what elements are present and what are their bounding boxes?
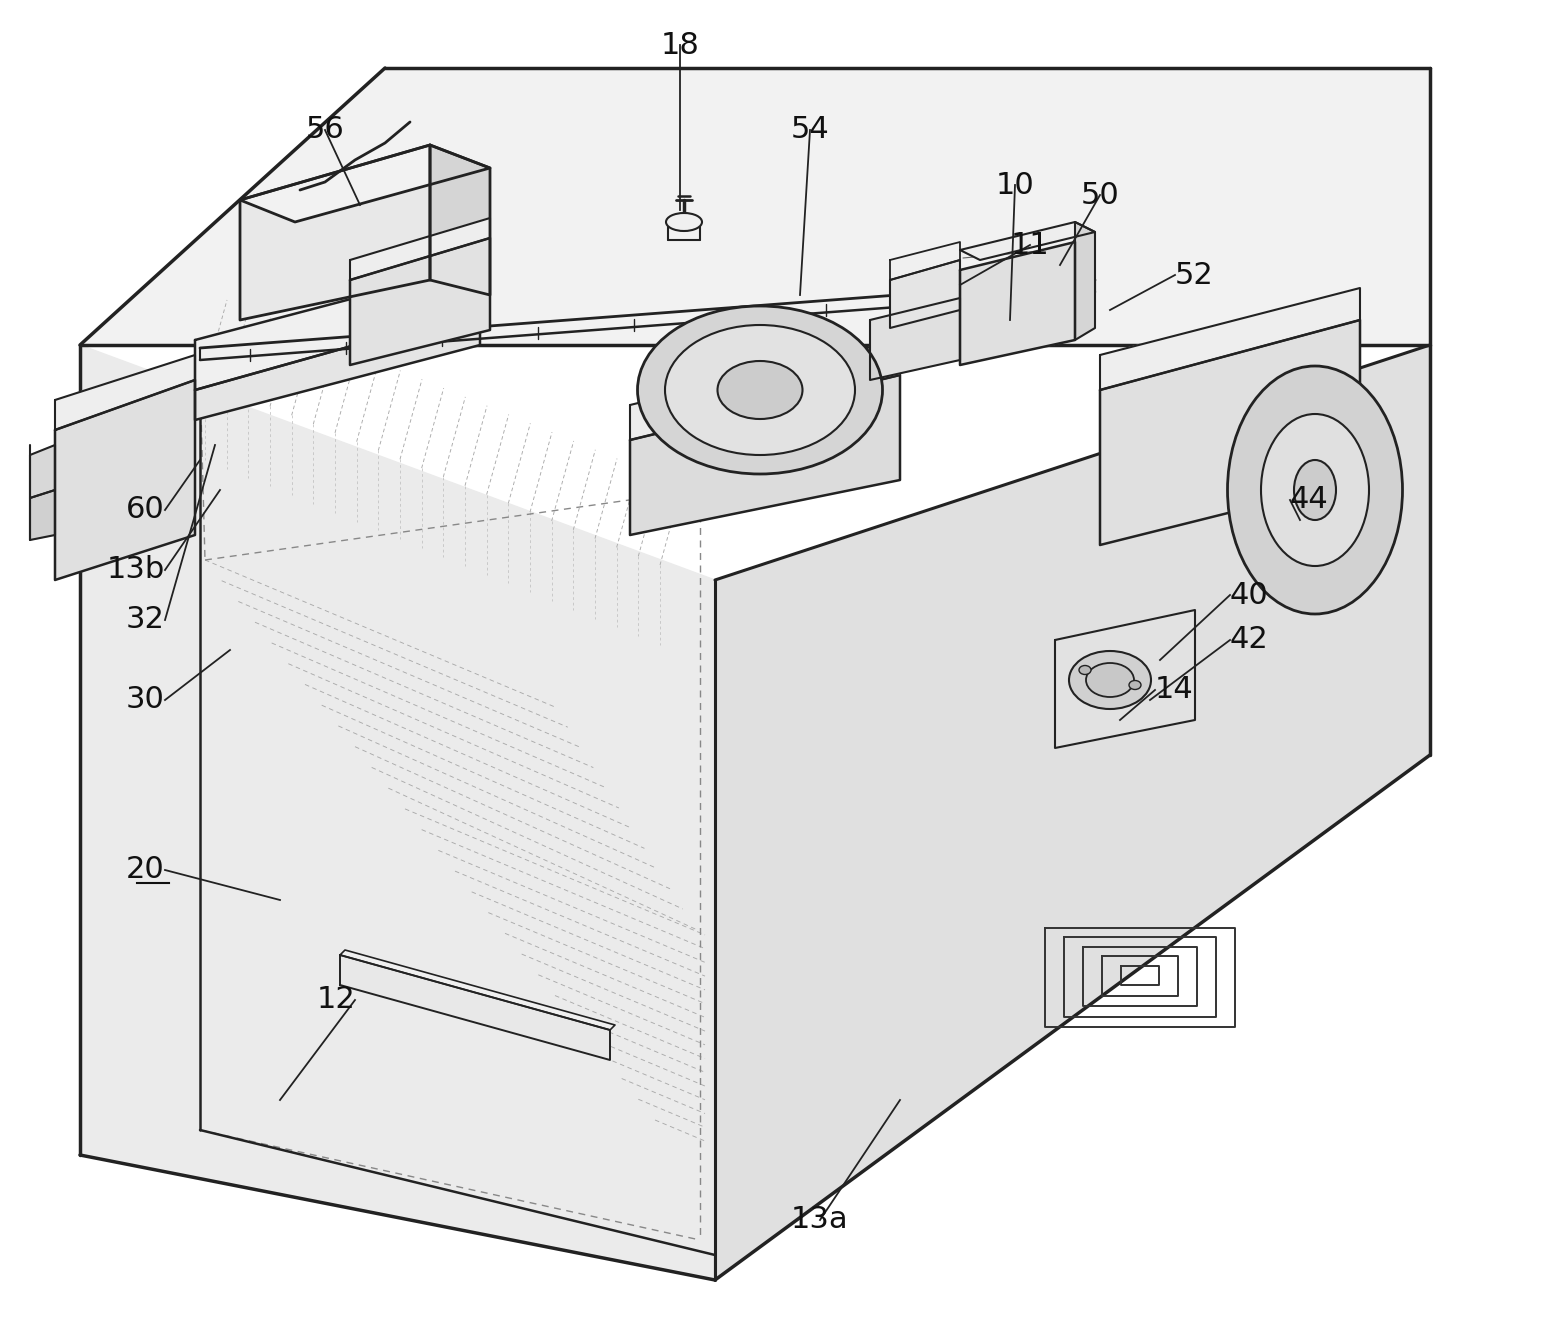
- Polygon shape: [960, 242, 1074, 365]
- Polygon shape: [960, 222, 1095, 261]
- Polygon shape: [630, 340, 899, 441]
- Polygon shape: [1074, 222, 1095, 340]
- Polygon shape: [196, 265, 480, 390]
- Ellipse shape: [638, 306, 882, 474]
- Text: 40: 40: [1229, 581, 1268, 610]
- Polygon shape: [715, 345, 1429, 1279]
- Polygon shape: [80, 67, 1429, 345]
- Text: 42: 42: [1229, 626, 1268, 655]
- Text: 32: 32: [127, 606, 164, 635]
- Polygon shape: [890, 242, 960, 280]
- Text: 30: 30: [127, 685, 164, 714]
- Text: 13b: 13b: [106, 556, 164, 585]
- Polygon shape: [1056, 610, 1195, 747]
- Ellipse shape: [666, 213, 702, 232]
- Polygon shape: [1099, 288, 1361, 390]
- Text: 54: 54: [791, 115, 829, 144]
- Text: 56: 56: [305, 115, 344, 144]
- Polygon shape: [350, 238, 490, 365]
- Text: 14: 14: [1154, 676, 1193, 705]
- Polygon shape: [55, 380, 196, 579]
- Ellipse shape: [1079, 665, 1092, 675]
- Polygon shape: [890, 261, 960, 328]
- Polygon shape: [339, 955, 610, 1060]
- Text: 50: 50: [1081, 180, 1120, 209]
- Text: 60: 60: [127, 496, 164, 524]
- Text: 20: 20: [127, 856, 164, 885]
- Polygon shape: [350, 218, 490, 280]
- Polygon shape: [239, 146, 490, 222]
- Ellipse shape: [1228, 366, 1403, 614]
- Polygon shape: [430, 146, 490, 295]
- Polygon shape: [80, 345, 715, 1279]
- Text: 12: 12: [316, 986, 355, 1015]
- Polygon shape: [630, 374, 899, 534]
- Polygon shape: [55, 355, 196, 430]
- Ellipse shape: [718, 361, 802, 419]
- Polygon shape: [239, 146, 430, 320]
- Ellipse shape: [1293, 460, 1336, 520]
- Polygon shape: [30, 445, 55, 497]
- Ellipse shape: [1085, 663, 1134, 697]
- Ellipse shape: [1070, 651, 1151, 709]
- Text: 18: 18: [660, 30, 699, 60]
- Text: 52: 52: [1175, 261, 1214, 290]
- Ellipse shape: [1129, 680, 1142, 689]
- Text: 11: 11: [1010, 230, 1049, 259]
- Ellipse shape: [1261, 414, 1368, 566]
- Text: 13a: 13a: [791, 1205, 849, 1234]
- Polygon shape: [870, 298, 960, 380]
- Ellipse shape: [665, 325, 856, 455]
- Polygon shape: [1099, 320, 1361, 545]
- Polygon shape: [30, 490, 55, 540]
- Text: 44: 44: [1290, 486, 1329, 515]
- Polygon shape: [196, 310, 480, 419]
- Text: 10: 10: [996, 171, 1034, 200]
- Polygon shape: [339, 950, 615, 1031]
